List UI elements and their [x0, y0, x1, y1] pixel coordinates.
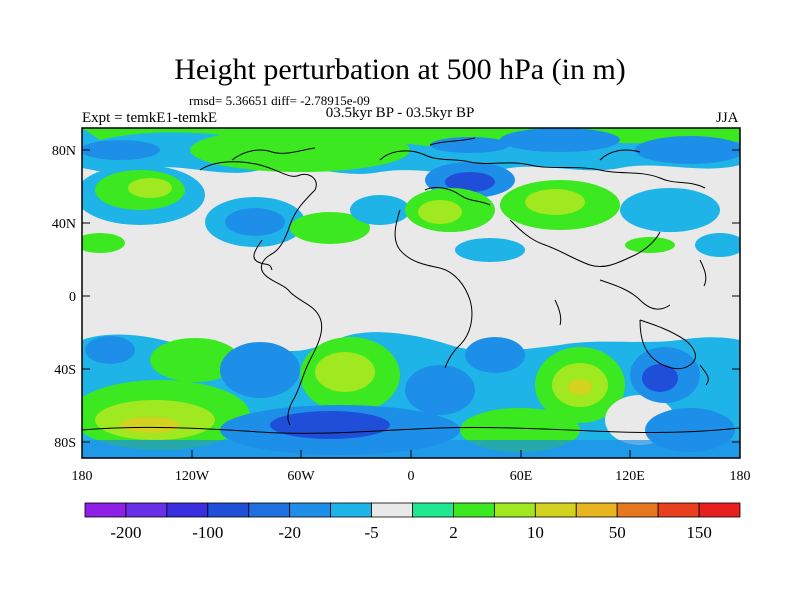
colorbar-swatch: [166, 502, 209, 518]
colorbar-labels: -200 -100 -20 -5 2 10 50 150: [110, 523, 711, 542]
lat-label-40s: 40S: [54, 363, 76, 378]
lat-label-80n: 80N: [52, 144, 76, 159]
colorbar-label: 150: [686, 523, 712, 542]
experiment-label: Expt = temkE1-temkE: [82, 110, 218, 126]
plot-title: Height perturbation at 500 hPa (in m): [174, 53, 626, 86]
colorbar-swatch: [289, 502, 332, 518]
colorbar-swatch: [493, 502, 536, 518]
colorbar-label: 50: [609, 523, 626, 542]
lon-label-180w: 180: [72, 469, 93, 484]
colorbar-swatch: [412, 502, 454, 518]
colorbar-label: 10: [527, 523, 544, 542]
lon-ticks: [81, 450, 741, 458]
coastlines: [82, 137, 740, 434]
lon-label-0: 0: [408, 469, 415, 484]
lon-label-180e: 180: [730, 469, 751, 484]
lat-label-40n: 40N: [52, 217, 76, 232]
colorbar-swatch: [698, 502, 741, 518]
colorbar: [84, 502, 741, 518]
colorbar-swatch: [534, 502, 577, 518]
colorbar-label: -5: [364, 523, 378, 542]
contour-field: [82, 128, 740, 458]
colorbar-swatch: [125, 502, 168, 518]
colorbar-swatch: [330, 502, 372, 518]
stats-label: rmsd= 5.36651 diff= -2.78915e-09: [189, 93, 370, 108]
period-label: 03.5kyr BP - 03.5kyr BP: [325, 105, 475, 121]
colorbar-label: -200: [110, 523, 141, 542]
colorbar-label: 2: [449, 523, 458, 542]
lon-label-120w: 120W: [175, 469, 210, 484]
colorbar-swatch: [248, 502, 291, 518]
lat-label-80s: 80S: [54, 436, 76, 451]
lat-label-0: 0: [69, 290, 76, 305]
colorbar-swatch: [371, 502, 413, 518]
lon-label-120e: 120E: [615, 469, 645, 484]
colorbar-swatch: [616, 502, 659, 518]
lat-ticks: [82, 149, 740, 443]
colorbar-swatch: [657, 502, 700, 518]
colorbar-swatch: [575, 502, 618, 518]
colorbar-swatch: [207, 502, 250, 518]
colorbar-label: -20: [278, 523, 301, 542]
lon-label-60e: 60E: [510, 469, 533, 484]
colorbar-label: -100: [192, 523, 223, 542]
lon-label-60w: 60W: [287, 469, 315, 484]
colorbar-swatch: [453, 502, 495, 518]
colorbar-swatch: [84, 502, 127, 518]
season-label: JJA: [716, 110, 739, 126]
